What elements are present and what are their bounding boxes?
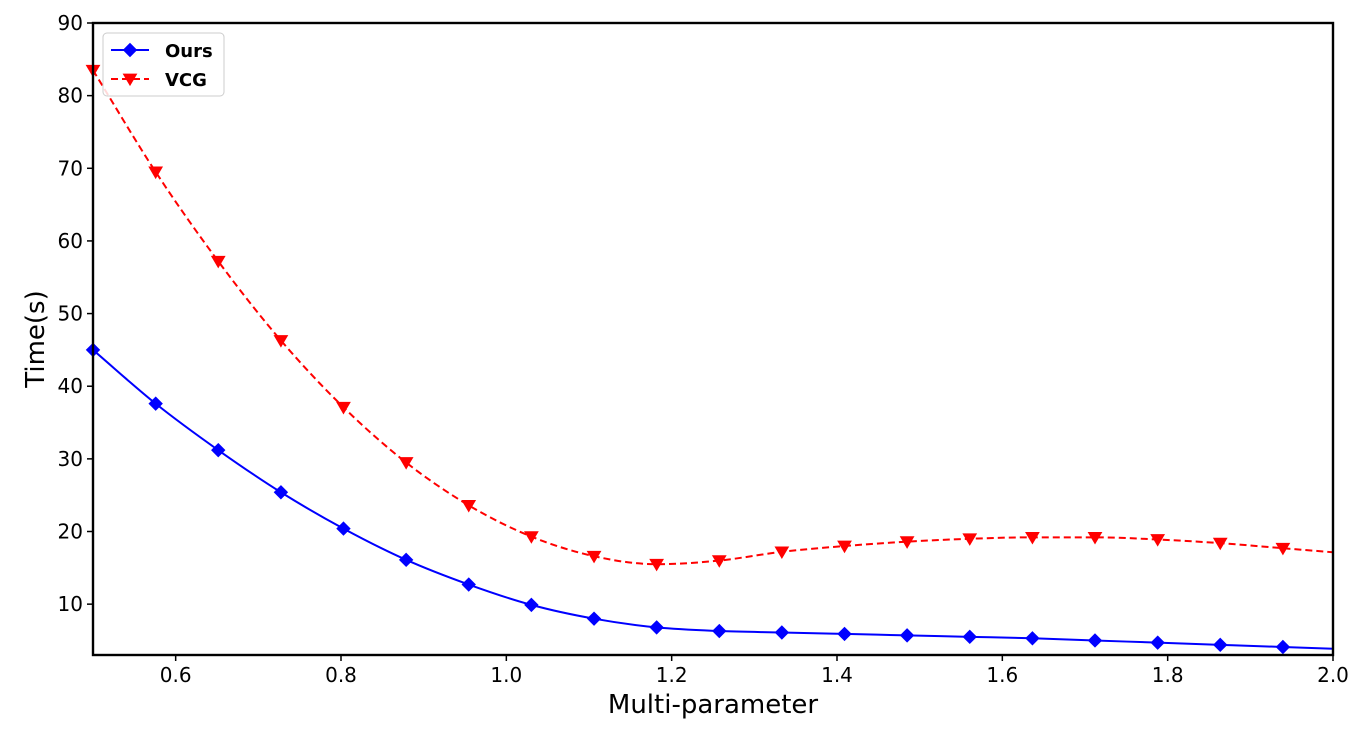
x-tick-label: 2.0 (1317, 663, 1349, 687)
x-tick-label: 1.2 (656, 663, 688, 687)
data-point-ours (649, 620, 664, 635)
data-point-vcg (962, 533, 978, 546)
data-point-ours (211, 442, 226, 458)
legend-label-ours: Ours (165, 41, 213, 62)
y-tick-label: 80 (58, 84, 83, 108)
data-point-vcg (774, 546, 790, 560)
x-axis-label: Multi-parameter (608, 690, 819, 720)
legend-marker-vcg (122, 73, 138, 87)
data-point-ours (461, 577, 476, 592)
plot-area (93, 23, 1333, 655)
data-point-ours (712, 623, 727, 639)
data-point-ours (899, 628, 915, 643)
data-point-vcg (1150, 534, 1166, 547)
data-point-ours (398, 552, 414, 568)
x-tick-label: 0.6 (160, 663, 192, 687)
data-point-ours (1025, 631, 1040, 646)
data-point-vcg (649, 558, 664, 572)
data-point-vcg (273, 335, 289, 348)
data-point-ours (962, 629, 977, 645)
x-tick-label: 1.6 (986, 663, 1018, 687)
data-point-ours (336, 521, 351, 536)
data-point-ours (524, 597, 539, 613)
data-point-vcg (148, 166, 164, 180)
data-point-vcg (1275, 542, 1291, 556)
data-point-vcg (461, 499, 477, 513)
data-point-vcg (524, 531, 539, 544)
data-point-vcg (899, 536, 915, 549)
x-tick-label: 0.8 (325, 663, 357, 687)
data-point-ours (1087, 633, 1103, 648)
data-point-vcg (1087, 531, 1103, 545)
marker-layer (85, 64, 1291, 655)
x-tick-label: 1.8 (1152, 663, 1184, 687)
data-point-vcg (711, 555, 727, 568)
y-axis: 10 20 30 40 50 60 70 80 90 (58, 11, 93, 616)
x-tick-label: 1.0 (490, 663, 522, 687)
data-point-vcg (398, 457, 414, 470)
legend-label-vcg: VCG (165, 70, 207, 91)
y-tick-label: 70 (58, 156, 83, 180)
data-point-vcg (837, 540, 852, 554)
data-point-vcg (1212, 537, 1228, 551)
plot-frame (91, 21, 1335, 657)
data-point-vcg (1025, 531, 1040, 545)
data-point-ours (1275, 639, 1291, 655)
y-axis-label: Time(s) (21, 290, 51, 388)
x-axis: 0.6 0.8 1.0 1.2 1.4 1.6 1.8 2.0 (160, 655, 1349, 687)
data-point-vcg (336, 401, 351, 415)
y-tick-label: 20 (58, 520, 83, 544)
data-point-ours (774, 625, 790, 640)
data-point-ours (273, 485, 289, 500)
y-tick-label: 60 (58, 229, 83, 253)
legend: Ours VCG (102, 32, 225, 97)
series-line-vcg (93, 69, 1333, 566)
legend-marker-ours (122, 42, 138, 58)
data-point-vcg (586, 550, 602, 564)
data-point-ours (586, 611, 602, 626)
data-point-ours (837, 626, 852, 642)
y-tick-label: 30 (58, 447, 83, 471)
y-tick-label: 90 (58, 11, 83, 35)
data-point-vcg (210, 255, 226, 269)
data-point-ours (1150, 635, 1165, 650)
y-tick-label: 50 (58, 302, 83, 326)
data-point-ours (1213, 637, 1228, 653)
y-tick-label: 10 (58, 592, 83, 616)
x-tick-label: 1.4 (821, 663, 853, 687)
y-tick-label: 40 (58, 374, 83, 398)
data-point-ours (148, 396, 163, 411)
